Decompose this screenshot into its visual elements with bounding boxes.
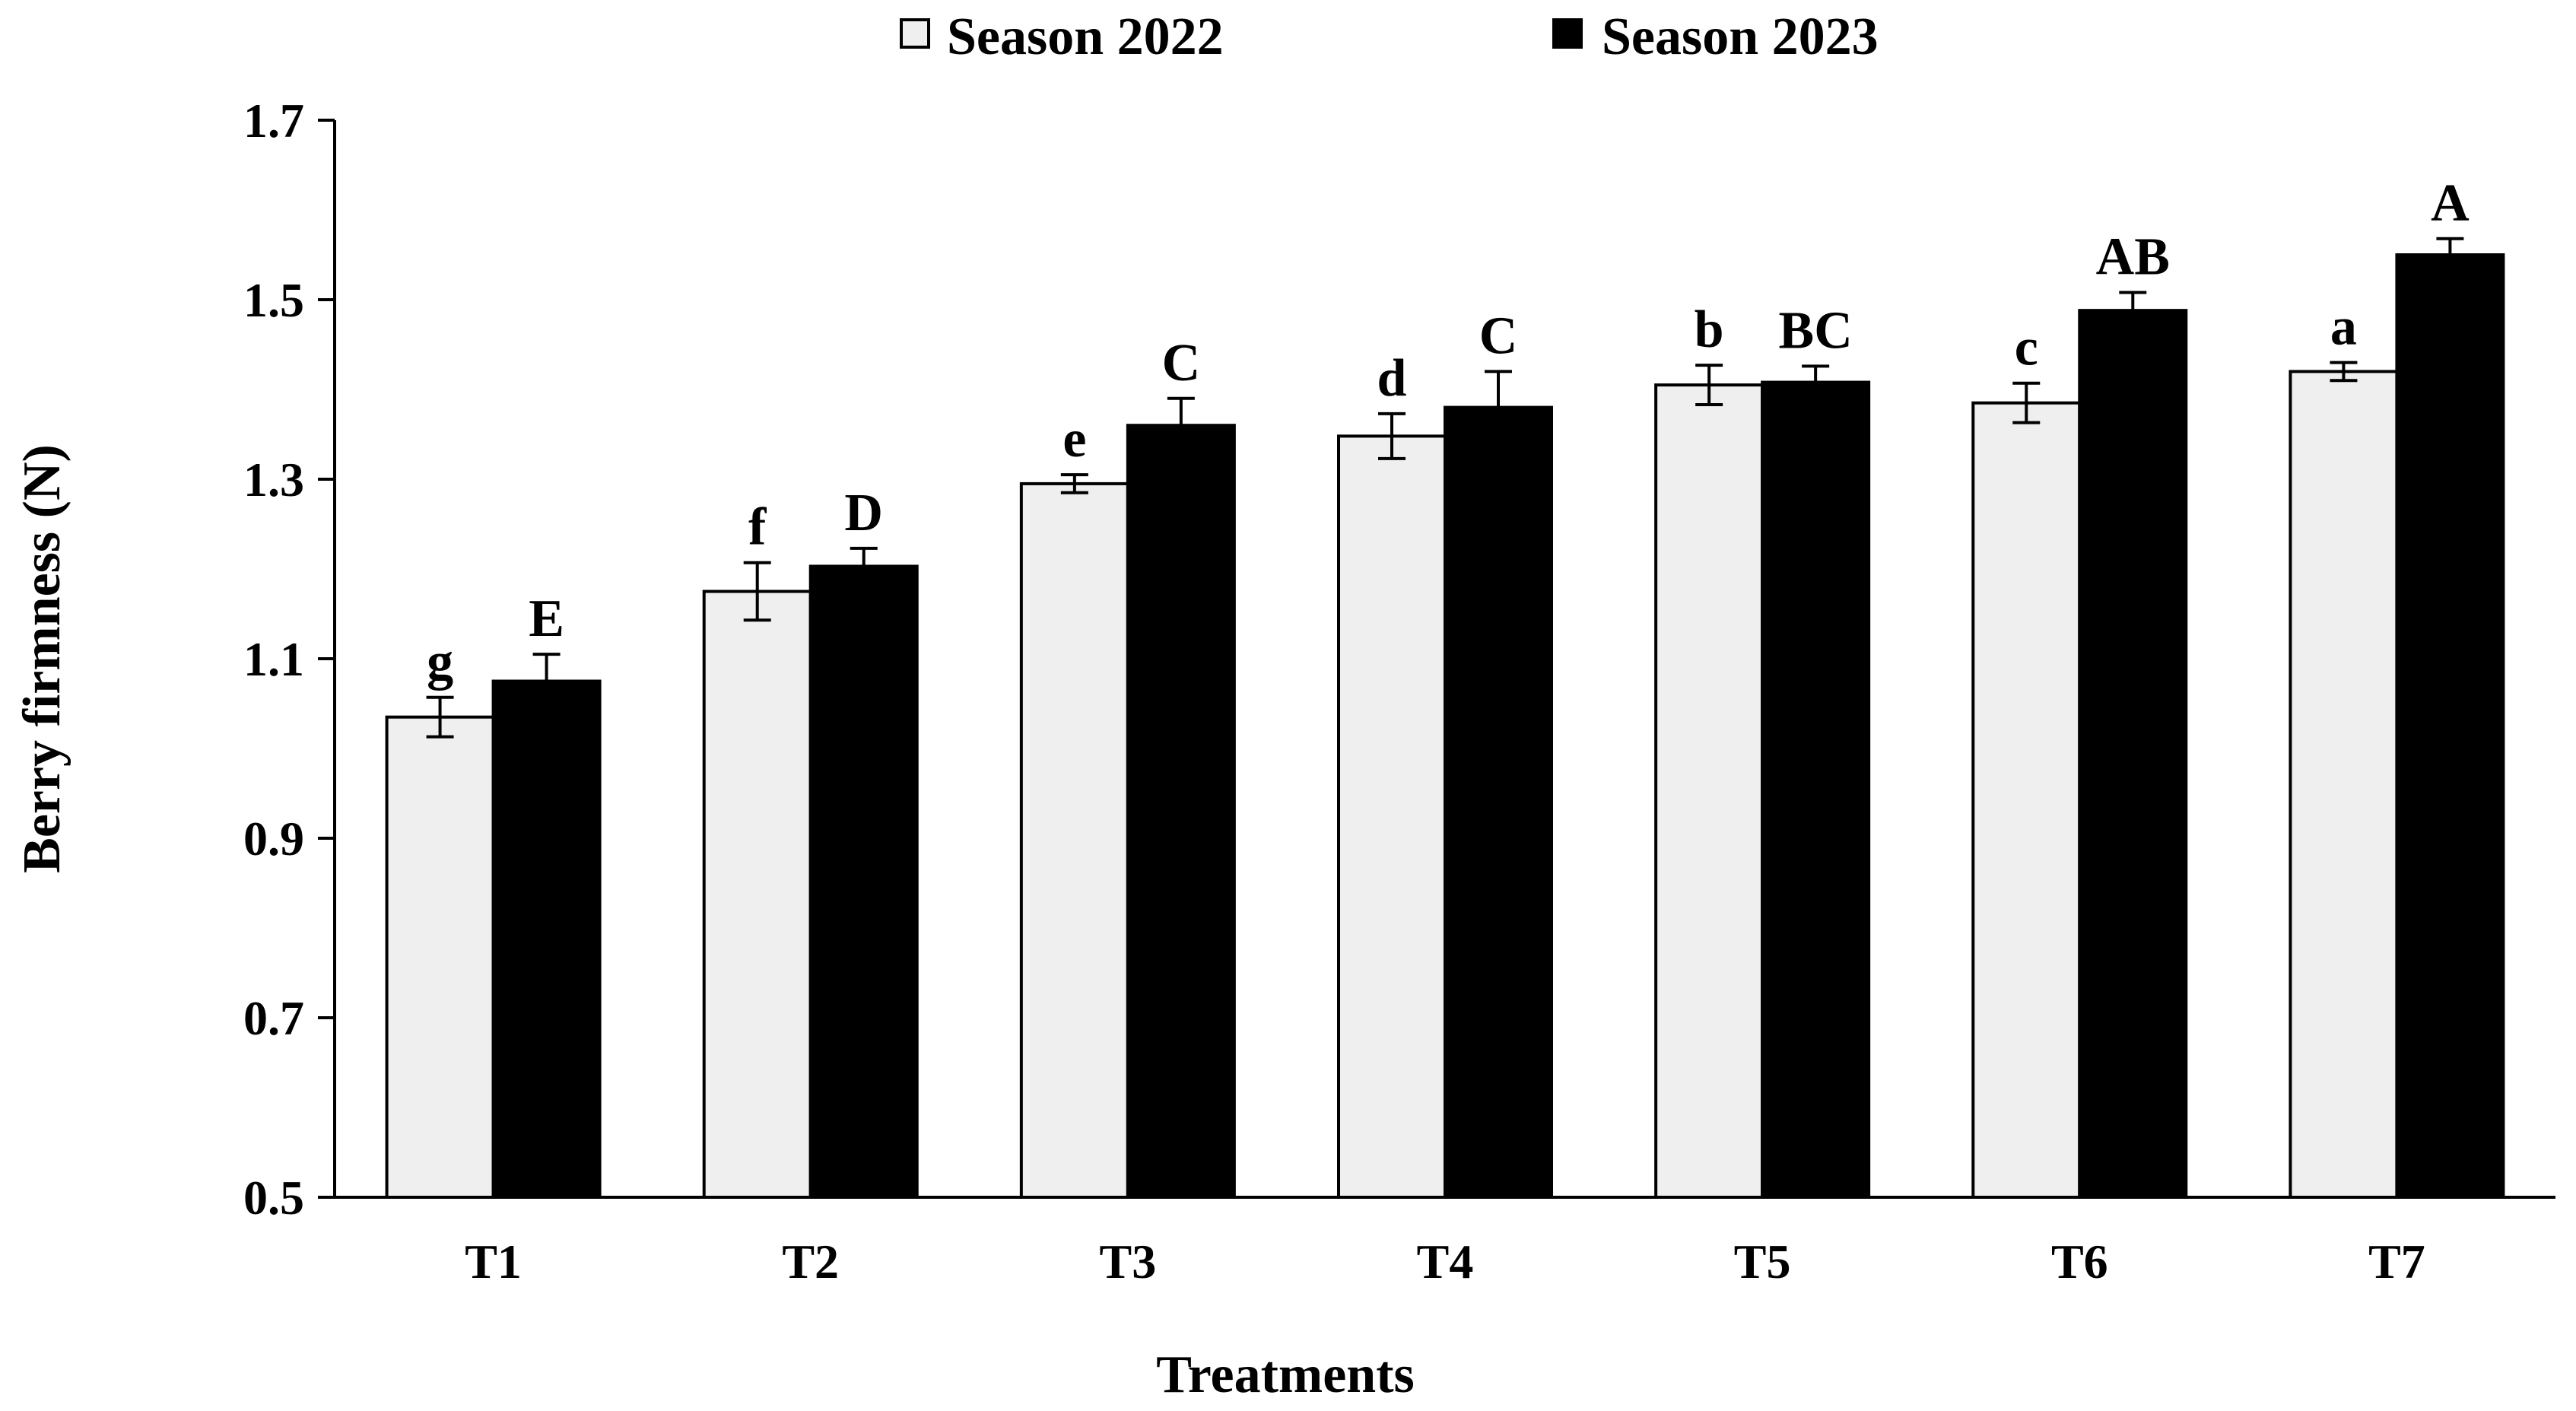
y-axis-ticks: 0.5 0.7 0.9 1.1 1.3 1.5 1.7 [243,94,335,1225]
significance-letter: a [2330,298,2357,357]
legend-label-season-2022: Season 2022 [947,8,1224,66]
bar-t5-series-2 [1761,380,1871,1199]
legend-label-season-2023: Season 2023 [1602,8,1879,66]
significance-letter: AB [2096,228,2170,287]
y-axis-title: Berry firmness (N) [13,444,71,873]
significance-letters: g Ef De C d C b BC c AB a A [427,174,2470,691]
significance-letter: C [1479,307,1518,365]
bar-t7-series-1 [2289,370,2399,1199]
bars [385,253,2505,1200]
legend: Season 2022 Season 2023 [900,8,1879,66]
x-tick-label: T5 [1734,1235,1791,1289]
bar-t7-series-2 [2395,253,2505,1199]
x-tick-label: T6 [2051,1235,2108,1289]
y-tick-label: 0.9 [243,812,304,866]
x-tick-label: T1 [465,1235,522,1289]
y-tick-label: 0.7 [243,991,304,1045]
significance-letter: D [844,484,883,542]
x-axis-title: Treatments [1156,1346,1415,1404]
x-tick-label: T3 [1100,1235,1157,1289]
significance-letter: BC [1779,301,1853,360]
y-tick-label: 0.5 [243,1171,304,1225]
y-tick-label: 1.7 [243,94,304,148]
significance-letter: f [748,498,767,557]
x-tick-label: T7 [2368,1235,2425,1289]
bar-t5-series-1 [1654,383,1764,1200]
legend-swatch-season-2023 [1552,18,1583,49]
significance-letter: A [2431,174,2470,233]
y-tick-label: 1.3 [243,453,304,507]
x-tick-label: T2 [782,1235,839,1289]
significance-letter: C [1162,334,1201,392]
error-bars [426,237,2464,739]
bar-t6-series-2 [2078,309,2188,1199]
bar-t2-series-1 [702,590,812,1199]
significance-letter: e [1062,410,1086,469]
significance-letter: E [529,590,564,648]
bar-t2-series-2 [808,564,919,1199]
bar-t3-series-2 [1126,424,1236,1199]
legend-swatch-season-2022 [900,18,930,49]
y-tick-label: 1.5 [243,273,304,327]
bar-t6-series-1 [1971,401,2082,1200]
x-tick-label: T4 [1417,1235,1474,1289]
bar-t4-series-2 [1444,405,1553,1199]
significance-letter: c [2015,319,2038,377]
significance-letter: g [427,633,453,691]
x-axis-tick-labels: T1 T2 T3 T4 T5 T6 T7 [465,1235,2425,1289]
bar-t4-series-1 [1337,434,1447,1199]
significance-letter: b [1695,300,1724,359]
significance-letter: d [1377,349,1407,408]
y-tick-label: 1.1 [243,632,304,686]
bar-t1-series-2 [491,679,602,1199]
bar-t3-series-1 [1019,481,1129,1199]
bar-t1-series-1 [385,715,495,1199]
